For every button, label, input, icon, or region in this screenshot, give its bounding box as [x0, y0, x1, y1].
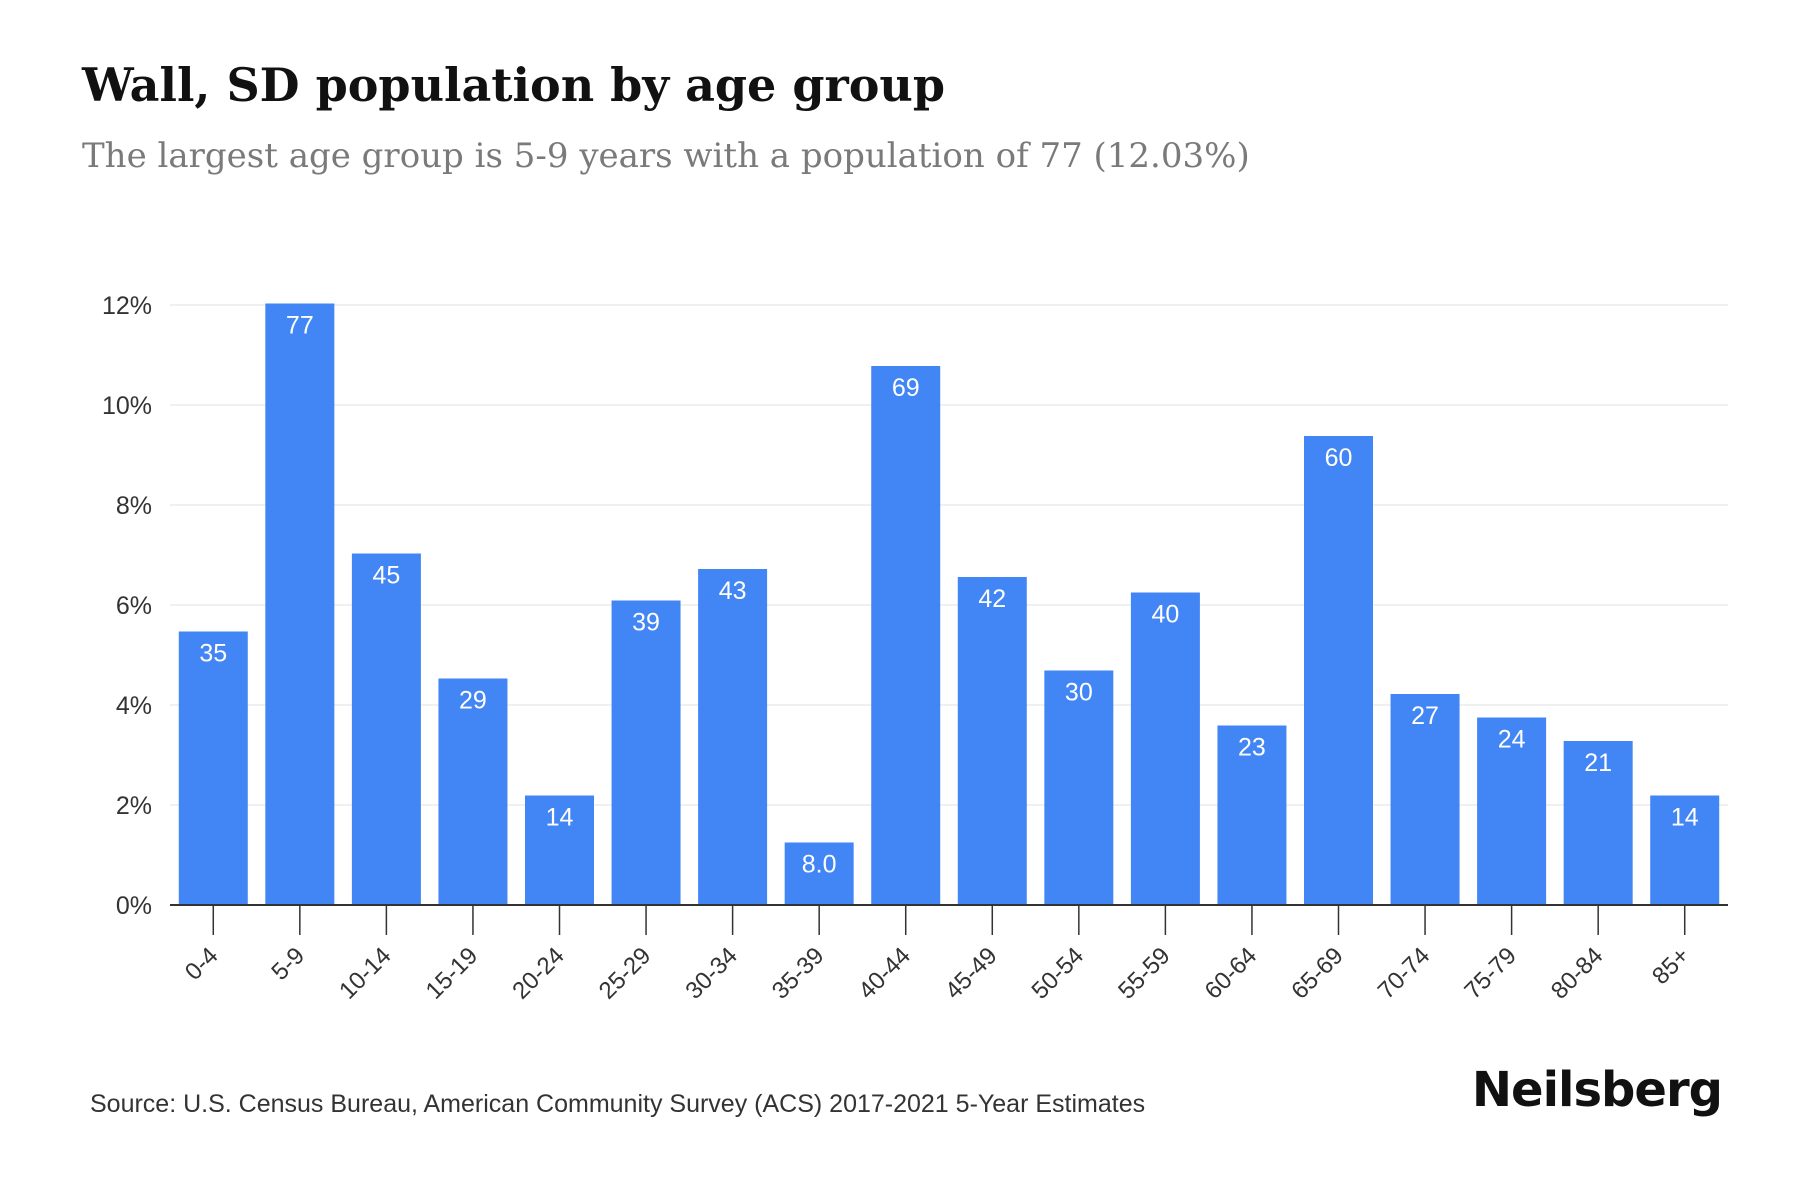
bar [784, 842, 854, 905]
bar [1217, 725, 1287, 905]
bar [1650, 795, 1720, 905]
bar-value-label: 45 [372, 562, 400, 590]
x-tick-label: 55-59 [1113, 942, 1176, 1005]
bar-value-label: 42 [978, 585, 1006, 613]
x-tick-label: 70-74 [1373, 942, 1436, 1005]
bar [1563, 741, 1633, 905]
bar-value-label: 29 [459, 687, 487, 715]
y-tick-label: 6% [116, 592, 152, 620]
chart-title: Wall, SD population by age group [82, 58, 946, 112]
bar [871, 366, 941, 905]
y-tick-label: 12% [102, 292, 152, 320]
bar [438, 678, 508, 905]
brand-logo: Neilsberg [1471, 1062, 1723, 1118]
x-tick-label: 85+ [1647, 942, 1695, 990]
bar-value-label: 21 [1584, 749, 1612, 777]
bar [525, 795, 594, 905]
bar [178, 631, 248, 905]
y-tick-label: 2% [116, 792, 152, 820]
bar-value-label: 30 [1065, 679, 1093, 707]
x-tick-label: 30-34 [680, 942, 743, 1005]
bar-value-label: 77 [286, 312, 314, 340]
source-note: Source: U.S. Census Bureau, American Com… [90, 1090, 1146, 1118]
x-tick-label: 60-64 [1200, 942, 1263, 1005]
bar [351, 553, 421, 905]
bar-value-label: 40 [1151, 601, 1179, 629]
bar [1390, 694, 1460, 905]
x-tick-label: 10-14 [334, 942, 397, 1005]
bar-value-label: 27 [1411, 702, 1439, 730]
chart-subtitle: The largest age group is 5-9 years with … [82, 136, 1250, 176]
x-tick-label: 20-24 [507, 942, 570, 1005]
bar [1304, 436, 1373, 905]
x-tick-label: 15-19 [421, 942, 484, 1005]
x-tick-label: 5-9 [266, 942, 310, 986]
bar [611, 600, 681, 905]
y-tick-label: 0% [116, 892, 152, 920]
bar [265, 303, 335, 905]
x-tick-label: 25-29 [594, 942, 657, 1005]
bar-value-label: 14 [1671, 804, 1699, 832]
bar-value-label: 14 [546, 804, 574, 832]
y-tick-label: 10% [102, 392, 152, 420]
x-tick-label: 65-69 [1286, 942, 1349, 1005]
bar [957, 577, 1027, 905]
bar [1130, 592, 1200, 905]
bar-value-label: 35 [199, 640, 227, 668]
bar-value-label: 43 [719, 577, 747, 605]
x-tick-label: 50-54 [1027, 942, 1090, 1005]
x-tick-label: 35-39 [767, 942, 830, 1005]
bar [1044, 670, 1114, 905]
bar-value-label: 24 [1498, 726, 1526, 754]
x-tick-label: 80-84 [1546, 942, 1609, 1005]
y-tick-label: 4% [116, 692, 152, 720]
x-tick-label: 75-79 [1459, 942, 1522, 1005]
bar-value-label: 39 [632, 609, 660, 637]
bar-value-label: 60 [1325, 444, 1353, 472]
y-tick-label: 8% [116, 492, 152, 520]
bar-value-label: 23 [1238, 734, 1266, 762]
bar [698, 569, 768, 905]
bar-value-label: 8.0 [802, 851, 837, 879]
x-tick-label: 45-49 [940, 942, 1003, 1005]
x-tick-label: 0-4 [180, 942, 224, 986]
bar-value-label: 69 [892, 374, 920, 402]
x-tick-label: 40-44 [853, 942, 916, 1005]
bar-chart: 0% 2% 4% 6% 8% 10% 12% 35 0-4 77 5-9 45 10-14 29 15-19… [102, 292, 1728, 1005]
bar [1477, 717, 1547, 905]
